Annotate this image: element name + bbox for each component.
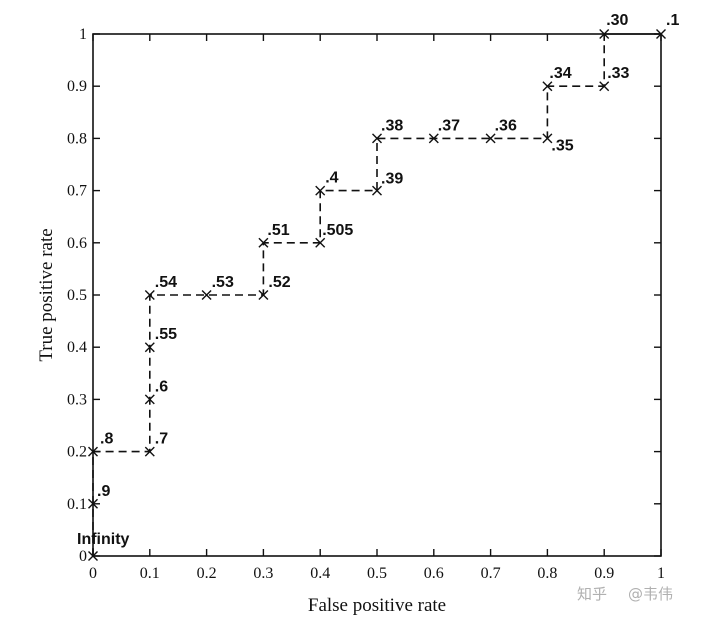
plot-frame xyxy=(92,33,662,557)
roc-curve-line xyxy=(92,34,605,556)
roc-point-marker xyxy=(144,290,155,300)
roc-point-marker xyxy=(485,133,496,144)
roc-point-marker xyxy=(88,498,98,509)
roc-point-label: .51 xyxy=(267,222,289,239)
roc-point-label: .36 xyxy=(495,117,517,134)
roc-point-label: Infinity xyxy=(77,531,130,548)
roc-point-label: .1 xyxy=(666,12,679,29)
x-tick-label: 0.6 xyxy=(424,565,444,582)
x-tick-label: 1 xyxy=(657,565,665,582)
roc-point-marker xyxy=(88,551,98,561)
roc-point-marker xyxy=(144,394,155,405)
axis-ticks xyxy=(92,33,662,557)
y-tick-label: 0.8 xyxy=(67,130,87,147)
roc-point-marker xyxy=(144,342,155,353)
roc-point-marker xyxy=(258,237,269,248)
x-tick-label: 0.2 xyxy=(197,565,217,582)
roc-point-label: .39 xyxy=(381,171,403,188)
y-tick-label: 0.6 xyxy=(67,235,87,252)
y-axis-title: True positive rate xyxy=(36,228,57,361)
roc-point-label: .54 xyxy=(155,274,177,291)
roc-point-marker xyxy=(88,446,98,457)
roc-point-label: .53 xyxy=(212,274,234,291)
y-tick-label: 0.2 xyxy=(67,444,87,461)
roc-point-marker xyxy=(315,185,326,196)
roc-point-label: .34 xyxy=(549,65,571,82)
x-tick-label: 0.5 xyxy=(367,565,387,582)
roc-point-marker xyxy=(542,133,553,144)
roc-point-marker xyxy=(372,185,382,196)
roc-point-label: .8 xyxy=(100,431,113,448)
x-tick-label: 0.9 xyxy=(594,565,614,582)
roc-point-label: .35 xyxy=(551,137,573,154)
roc-point-label: .7 xyxy=(155,431,168,448)
roc-point-marker xyxy=(428,133,439,144)
x-tick-label: 0.8 xyxy=(537,565,557,582)
roc-point-label: .33 xyxy=(607,65,629,82)
y-tick-label: 0.1 xyxy=(67,496,87,513)
roc-point-marker xyxy=(599,81,610,92)
x-tick-label: 0.4 xyxy=(310,565,330,582)
y-tick-labels: 0 0.1 0.2 0.3 0.4 0.5 0.6 0.7 0.8 0.9 1 xyxy=(67,26,87,565)
roc-point-label: .55 xyxy=(155,326,177,343)
roc-point-label: .52 xyxy=(268,274,290,291)
y-tick-label: 0.9 xyxy=(67,78,87,95)
watermark-user: @韦伟 xyxy=(628,585,673,603)
roc-point-marker xyxy=(201,290,212,300)
roc-point-marker xyxy=(372,133,382,144)
y-tick-label: 1 xyxy=(79,26,87,43)
roc-point-label: .37 xyxy=(438,117,460,134)
x-tick-label: 0 xyxy=(89,565,97,582)
roc-point-labels: Infinity .9 .8 .7 .6 .55 .54 .53 .52 .51 .505 .4 .39… xyxy=(77,12,679,548)
y-tick-label: 0.3 xyxy=(67,391,87,408)
roc-point-label: .30 xyxy=(606,12,628,29)
x-axis-title: False positive rate xyxy=(308,595,446,616)
y-tick-label: 0.5 xyxy=(67,287,87,304)
roc-point-marker xyxy=(542,81,553,92)
watermark-site: 知乎 xyxy=(577,585,607,603)
roc-point-label: .6 xyxy=(155,378,168,395)
roc-point-marker xyxy=(144,446,155,457)
x-tick-label: 0.7 xyxy=(481,565,501,582)
roc-point-label: .9 xyxy=(97,483,110,500)
roc-point-label: .4 xyxy=(325,170,338,187)
x-tick-labels: 0 0.1 0.2 0.3 0.4 0.5 0.6 0.7 0.8 0.9 1 xyxy=(89,565,665,582)
roc-point-marker xyxy=(258,290,269,300)
y-tick-label: 0.4 xyxy=(67,339,87,356)
x-tick-label: 0.1 xyxy=(140,565,160,582)
roc-point-label: .505 xyxy=(322,222,353,239)
y-tick-label: 0 xyxy=(79,548,87,565)
x-tick-label: 0.3 xyxy=(253,565,273,582)
y-tick-label: 0.7 xyxy=(67,183,87,200)
roc-point-label: .38 xyxy=(381,117,403,134)
roc-point-marker xyxy=(315,237,326,248)
